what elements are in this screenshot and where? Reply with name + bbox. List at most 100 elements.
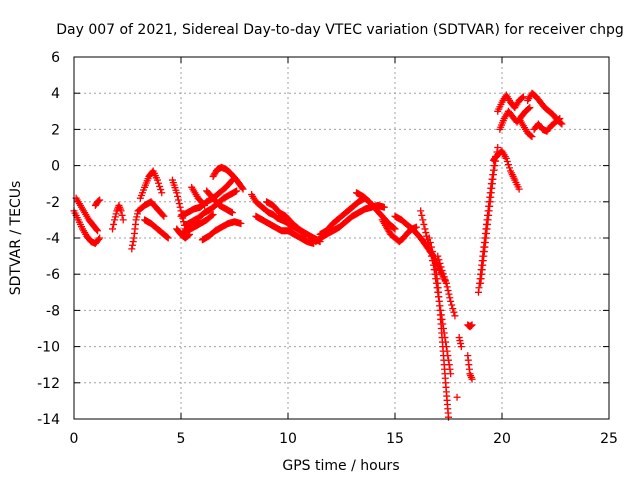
data-point xyxy=(227,177,235,185)
data-point xyxy=(155,179,163,187)
data-point xyxy=(468,321,476,329)
data-point xyxy=(519,93,527,101)
data-point xyxy=(527,132,535,140)
data-point xyxy=(490,166,498,174)
data-point xyxy=(174,196,182,204)
data-point xyxy=(437,263,445,271)
data-point xyxy=(419,216,427,224)
data-point xyxy=(555,115,563,123)
data-point xyxy=(176,203,184,211)
grid xyxy=(74,57,609,419)
data-point xyxy=(426,239,434,247)
data-point xyxy=(96,234,104,242)
data-point xyxy=(503,158,511,166)
series-track-7 xyxy=(134,198,168,220)
data-point xyxy=(95,235,103,243)
data-point xyxy=(443,283,451,291)
series-track-14 xyxy=(188,183,209,209)
data-point xyxy=(438,267,446,275)
data-point xyxy=(301,230,309,238)
y-tick-label: -8 xyxy=(46,303,60,319)
data-point xyxy=(491,162,499,170)
data-point xyxy=(457,343,465,351)
series-track-13 xyxy=(177,210,217,238)
data-point xyxy=(445,413,452,421)
data-point xyxy=(451,312,459,320)
series-track-6 xyxy=(136,167,166,202)
plot-frame xyxy=(73,56,610,420)
data-point xyxy=(504,161,512,169)
data-point xyxy=(435,256,443,264)
data-point xyxy=(449,305,457,313)
series-track-22 xyxy=(316,194,369,238)
y-tick-label: -10 xyxy=(37,340,60,356)
data-point xyxy=(525,105,533,113)
data-point xyxy=(418,211,426,219)
data-point xyxy=(391,225,399,233)
data-point xyxy=(94,227,102,235)
series-track-2 xyxy=(72,194,102,235)
data-point xyxy=(163,233,171,241)
data-point xyxy=(456,337,464,345)
data-point xyxy=(238,184,246,192)
y-tick-label: -14 xyxy=(37,412,60,428)
data-point xyxy=(158,189,166,197)
data-point xyxy=(453,393,461,401)
data-point xyxy=(526,104,534,112)
data-point xyxy=(93,226,101,234)
data-point xyxy=(434,252,442,260)
data-point xyxy=(439,270,447,278)
data-point xyxy=(233,187,241,195)
data-point xyxy=(421,225,429,233)
data-point xyxy=(133,213,141,221)
data-point xyxy=(201,201,209,209)
data-point xyxy=(447,297,455,305)
series-track-40 xyxy=(515,115,536,141)
y-tick-label: 4 xyxy=(51,86,60,102)
y-tick-label: -2 xyxy=(46,195,60,211)
data-point xyxy=(159,211,167,219)
x-tick-label: 5 xyxy=(177,431,186,447)
y-tick-label: -6 xyxy=(46,267,60,283)
series-track-1 xyxy=(70,207,104,247)
data-point xyxy=(237,220,245,228)
data-point xyxy=(173,189,181,197)
data-point xyxy=(132,216,140,224)
x-tick-label: 15 xyxy=(386,431,404,447)
data-point xyxy=(430,257,438,265)
data-point xyxy=(432,270,440,278)
data-point xyxy=(228,209,236,217)
data-point xyxy=(448,301,456,309)
data-point xyxy=(433,275,441,283)
data-point xyxy=(556,115,564,123)
y-tick-label: 0 xyxy=(51,159,60,175)
data-point xyxy=(153,176,161,184)
series-track-4 xyxy=(109,201,127,233)
series-track-36 xyxy=(494,91,527,115)
data-point xyxy=(112,210,120,218)
data-point xyxy=(432,266,440,274)
data-point xyxy=(502,154,510,162)
series-track-37 xyxy=(496,104,534,133)
data-point xyxy=(431,261,439,269)
data-point xyxy=(160,212,168,220)
series-track-39 xyxy=(530,115,564,135)
x-axis-label: GPS time / hours xyxy=(282,458,399,474)
data-point xyxy=(164,234,172,242)
data-point xyxy=(199,200,207,208)
y-tick-label: -12 xyxy=(37,376,60,392)
data-point xyxy=(175,200,183,208)
data-point xyxy=(239,185,247,193)
y-tick-label: 6 xyxy=(51,50,60,66)
series-track-16 xyxy=(198,218,245,244)
data-point xyxy=(111,213,119,221)
series-track-28 xyxy=(434,252,459,320)
series-track-29 xyxy=(455,334,465,351)
data-point xyxy=(515,185,523,193)
data-point xyxy=(111,216,119,224)
data-point xyxy=(468,375,476,383)
series-track-12 xyxy=(181,187,241,229)
data-point xyxy=(380,203,388,211)
series-track-35 xyxy=(489,147,523,193)
